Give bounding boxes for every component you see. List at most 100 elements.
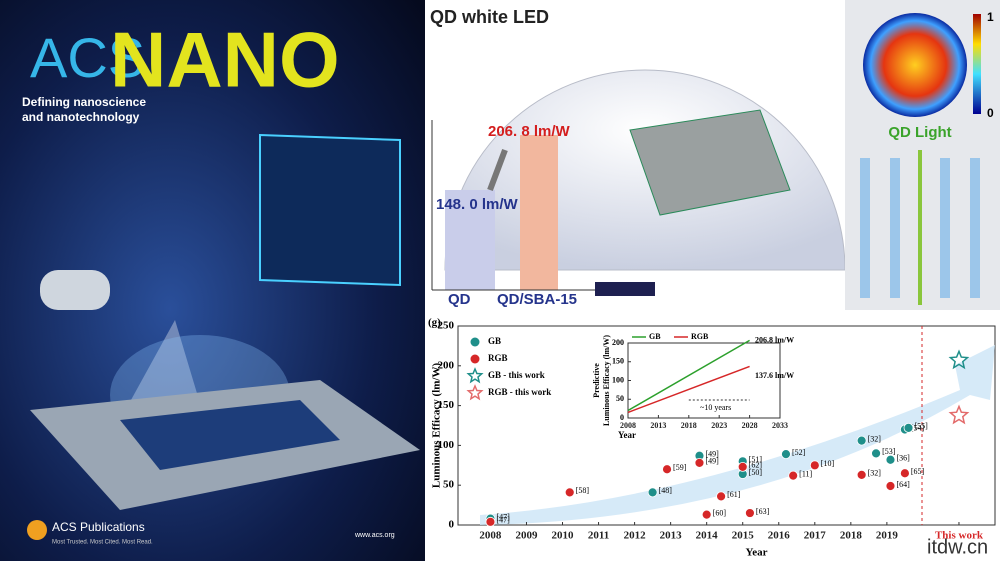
annotation: 137.6 lm/W [755, 371, 794, 380]
point-label: [32] [868, 434, 882, 443]
cover-motto: Most Trusted. Most Cited. Most Read. [52, 540, 153, 546]
x-axis-title: Year [746, 547, 768, 559]
panel-label: (g) [428, 317, 441, 329]
y-axis-title: Luminous Efficacy (lm/W) [602, 335, 611, 426]
qd-crystal [629, 109, 791, 216]
y-tick-label: 150 [438, 399, 455, 411]
y-tick-label: 200 [438, 359, 455, 371]
cover-logo: NANO [110, 16, 340, 104]
y-tick-label: 100 [612, 375, 624, 384]
illustration-title: QD white LED [430, 7, 549, 27]
point [809, 460, 820, 471]
point-label: [48] [659, 486, 673, 495]
channel-wall [890, 158, 900, 298]
y-tick-label: 0 [449, 519, 455, 531]
colorbar-label: 1 [987, 10, 994, 24]
point [899, 468, 910, 479]
point-label: [62] [749, 461, 763, 470]
y-tick-label: 200 [612, 338, 624, 347]
x-tick-label: 2010 [552, 530, 575, 542]
cover-logo: ACS [30, 26, 145, 89]
legend-label: RGB - this work [488, 387, 551, 397]
point [716, 491, 726, 502]
point [856, 435, 867, 446]
x-tick-label: 2009 [515, 530, 538, 542]
x-tick-label: 2012 [624, 530, 647, 542]
x-tick-label: 2019 [876, 530, 899, 542]
bar-label: QD/SBA-15 [497, 291, 577, 308]
qd-bar [445, 190, 495, 290]
inset-frame [627, 342, 781, 419]
point [885, 454, 896, 465]
channel-wall [940, 158, 950, 298]
watermark: itdw.cn [927, 536, 988, 558]
point-label: [55] [915, 422, 929, 431]
point [485, 516, 496, 527]
point [701, 509, 712, 520]
trend-arrow [480, 345, 995, 525]
x-tick-label: 2011 [588, 530, 609, 542]
cover-nanorod [40, 270, 110, 310]
trend-line [627, 365, 750, 414]
x-tick-label: 2018 [840, 530, 863, 542]
legend-label: RGB [691, 332, 709, 341]
annotation: ~10 years [700, 403, 731, 412]
x-tick-label: 2008 [479, 530, 502, 542]
cover-tagline: Defining nanoscience [22, 95, 146, 109]
point [694, 458, 705, 468]
cover-crystal [259, 133, 401, 287]
qd-sba-bar [520, 135, 558, 290]
x-axis-title: Year [618, 430, 636, 440]
point [737, 461, 748, 472]
point-label: [51] [749, 455, 763, 464]
point [903, 422, 914, 433]
heatmap [863, 13, 967, 117]
plot-frame [457, 325, 996, 526]
point-label: [60] [713, 508, 727, 517]
trend-line [627, 339, 750, 412]
point [781, 449, 791, 460]
legend-marker [470, 337, 480, 347]
point [564, 487, 575, 498]
star-point [948, 404, 970, 425]
cover-tagline: and nanotechnology [22, 110, 140, 124]
point-label: [54] [911, 423, 925, 432]
legend-label: GB - this work [488, 370, 545, 380]
inset-background [585, 333, 790, 428]
point [662, 464, 672, 475]
point-label: [61] [727, 490, 741, 499]
cover-publisher: ACS Publications [52, 520, 145, 534]
point-label: [32] [868, 469, 882, 478]
point [788, 470, 799, 481]
cover-publisher-logo [27, 520, 47, 540]
x-tick-label: 2013 [660, 530, 683, 542]
legend-label: GB [488, 336, 501, 346]
point-label: [52] [792, 448, 806, 457]
x-tick-label: This work [935, 530, 984, 542]
point-label: [58] [576, 486, 590, 495]
y-tick-label: 250 [438, 320, 455, 332]
x-tick-label: 2023 [711, 421, 727, 430]
point-label: [10] [821, 459, 835, 468]
y-axis-title: Luminous Efficacy (lm/W) [431, 363, 443, 489]
point [647, 487, 658, 498]
point-label: [50] [749, 468, 763, 477]
arrow [487, 148, 508, 192]
point [856, 469, 867, 480]
point [871, 448, 881, 459]
legend-label: GB [649, 332, 661, 341]
point-label: [64] [896, 480, 910, 489]
channel-wall [970, 158, 980, 298]
efficacy-label: 148. 0 lm/W [436, 196, 519, 213]
star-point [948, 349, 970, 370]
channel-wall [860, 158, 870, 298]
point-label: [53] [882, 447, 896, 456]
y-tick-label: 50 [616, 394, 624, 403]
annotation: 206.8 lm/W [755, 335, 794, 344]
legend-marker [466, 384, 484, 401]
x-tick-label: 2008 [620, 421, 636, 430]
panel-title: QD Light [888, 124, 951, 141]
point-label: [59] [673, 463, 687, 472]
